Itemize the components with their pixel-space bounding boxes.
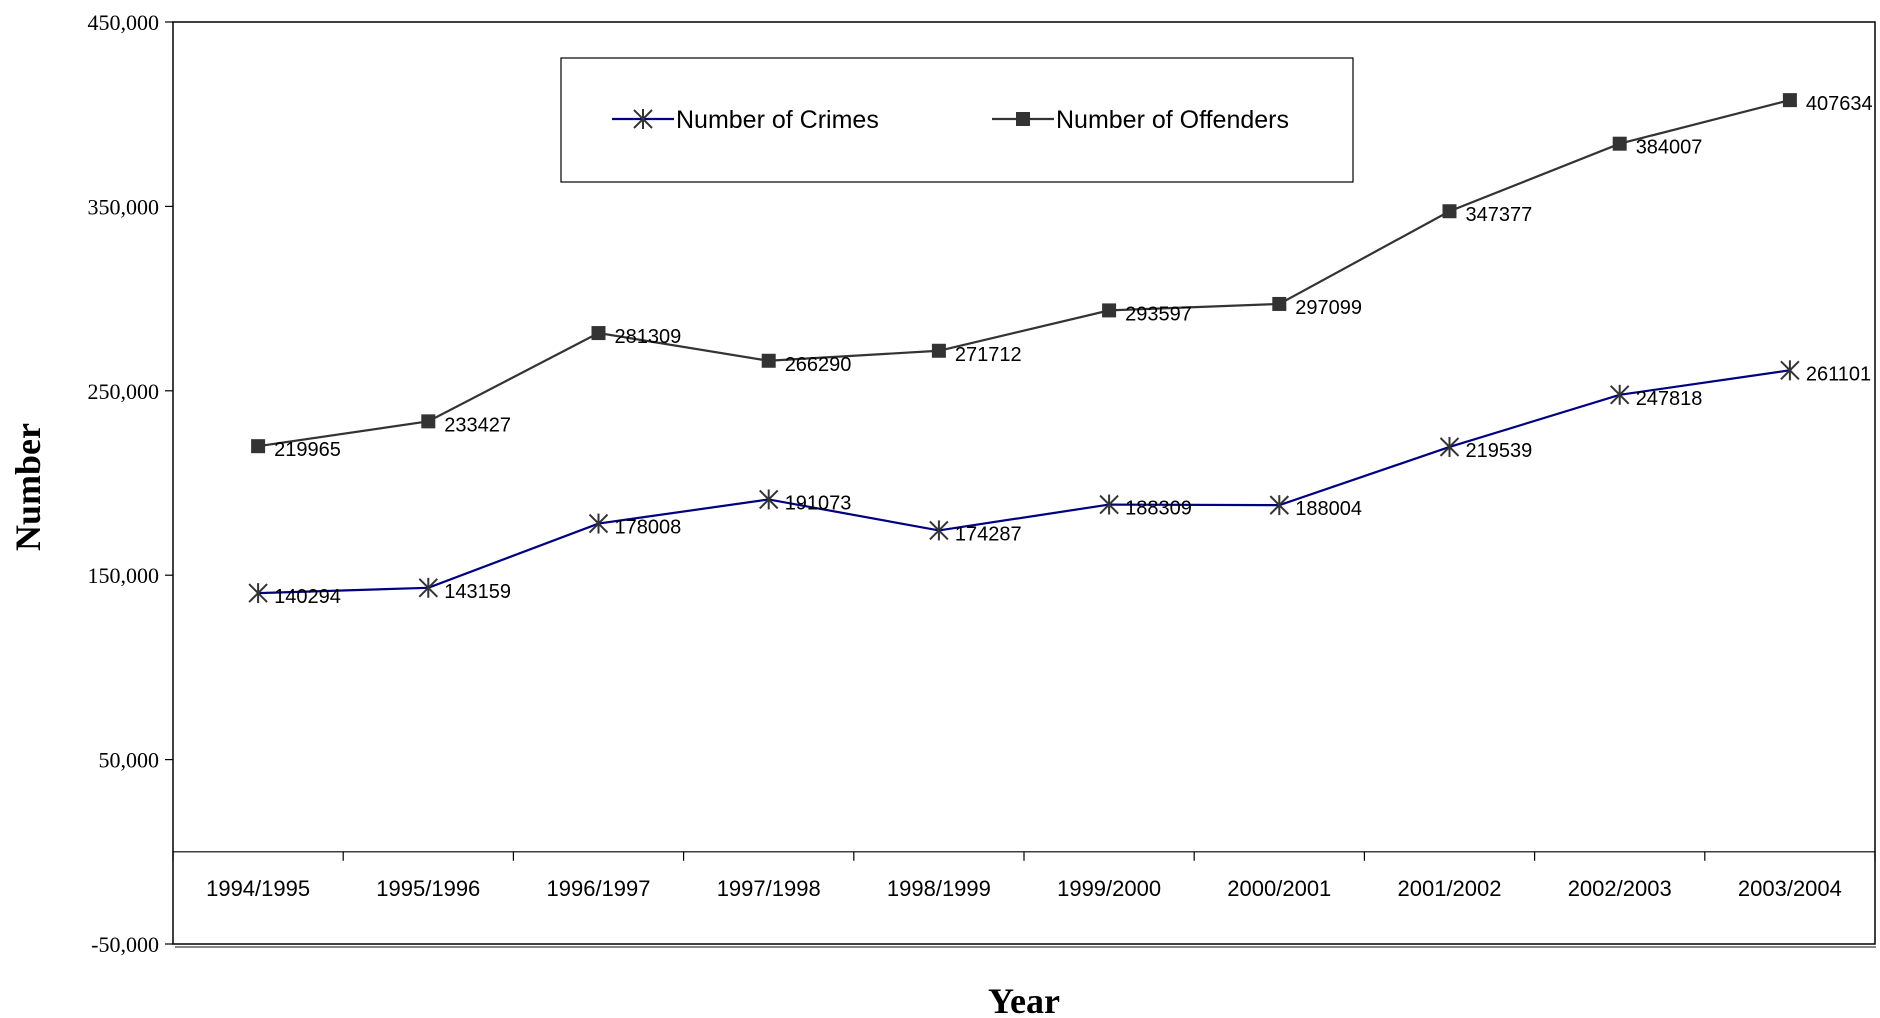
legend-box <box>560 57 1354 183</box>
legend-marker <box>633 109 653 129</box>
legend-items: Number of Crimes Number of Offenders <box>612 106 1289 134</box>
x-tick-label: 1997/1998 <box>717 876 821 901</box>
series-line-number-of-crimes <box>258 369 1791 595</box>
x-tick-label: 2002/2003 <box>1568 876 1672 901</box>
data-label-number-of-offenders: 233427 <box>444 414 511 436</box>
data-point-number-of-crimes <box>418 577 439 598</box>
x-tick-label: 1995/1996 <box>376 876 480 901</box>
y-axis: -50,000 50,000 150,000 250,000 350,000 450,00… <box>88 10 173 957</box>
series-line-number-of-offenders <box>257 99 1791 448</box>
data-point-number-of-crimes <box>1269 495 1290 516</box>
data-label-number-of-offenders: 384007 <box>1636 137 1703 159</box>
data-label-number-of-offenders: 219965 <box>274 439 341 461</box>
data-label-number-of-offenders: 293597 <box>1125 303 1192 325</box>
series-layer <box>248 93 1800 604</box>
y-axis-title: Number <box>8 423 48 551</box>
data-labels-layer: 140294 143159 178008 191073 174287 188309 1880… <box>274 93 1873 608</box>
data-point-number-of-offenders <box>1782 93 1797 108</box>
data-point-number-of-crimes <box>248 583 268 604</box>
data-point-number-of-crimes <box>758 489 779 510</box>
data-label-number-of-crimes: 178008 <box>615 517 682 539</box>
y-tick-label: 450,000 <box>88 10 160 35</box>
data-point-number-of-offenders <box>251 439 266 454</box>
data-point-number-of-offenders <box>1442 204 1457 219</box>
data-point-number-of-crimes <box>1099 494 1119 515</box>
data-label-number-of-offenders: 407634 <box>1806 93 1873 115</box>
data-point-number-of-crimes <box>929 520 949 541</box>
legend-label: Number of Crimes <box>676 106 879 134</box>
x-tick-label: 1994/1995 <box>206 876 310 901</box>
data-point-number-of-offenders <box>1102 303 1117 318</box>
data-label-number-of-offenders: 271712 <box>955 344 1022 366</box>
y-tick-label: 250,000 <box>88 379 160 404</box>
data-label-number-of-crimes: 247818 <box>1636 388 1703 410</box>
y-tick-label: 350,000 <box>88 194 160 219</box>
y-tick-label: 150,000 <box>88 563 160 588</box>
data-label-number-of-crimes: 188004 <box>1295 498 1362 520</box>
data-label-number-of-crimes: 140294 <box>274 586 341 608</box>
legend-item-number-of-crimes: Number of Crimes <box>612 106 879 134</box>
data-point-number-of-crimes <box>1780 360 1800 381</box>
x-tick-label: 1998/1999 <box>887 876 991 901</box>
data-label-number-of-crimes: 174287 <box>955 523 1022 545</box>
data-label-number-of-crimes: 143159 <box>444 581 511 603</box>
x-tick-label: 1999/2000 <box>1057 876 1161 901</box>
legend-label: Number of Offenders <box>1056 106 1289 134</box>
x-axis-title: Year <box>988 981 1060 1018</box>
data-point-number-of-offenders <box>761 353 776 368</box>
legend: Number of Crimes Number of Offenders <box>560 57 1354 183</box>
data-label-number-of-offenders: 297099 <box>1295 297 1362 319</box>
y-tick-label: 50,000 <box>99 748 160 773</box>
data-label-number-of-crimes: 191073 <box>785 492 852 514</box>
x-tick-label: 1996/1997 <box>547 876 651 901</box>
data-point-number-of-crimes <box>1609 384 1630 405</box>
data-label-number-of-crimes: 261101 <box>1806 363 1871 385</box>
x-tick-label: 2003/2004 <box>1738 876 1842 901</box>
data-label-number-of-crimes: 188309 <box>1125 498 1192 520</box>
data-label-number-of-offenders: 266290 <box>785 354 852 376</box>
legend-item-number-of-offenders: Number of Offenders <box>992 106 1289 134</box>
data-point-number-of-crimes <box>588 513 609 534</box>
legend-marker <box>1016 112 1030 126</box>
data-point-number-of-offenders <box>421 414 436 429</box>
data-label-number-of-offenders: 281309 <box>615 326 682 348</box>
data-point-number-of-offenders <box>1272 296 1287 311</box>
data-point-number-of-crimes <box>1439 436 1460 457</box>
data-point-number-of-offenders <box>1612 136 1627 151</box>
x-tick-label: 2001/2002 <box>1398 876 1502 901</box>
x-axis: 1994/1995 1995/1996 1996/1997 1997/1998 1998… <box>172 851 1876 901</box>
x-tick-label: 2000/2001 <box>1227 876 1331 901</box>
y-tick-label: -50,000 <box>91 932 159 957</box>
data-label-number-of-crimes: 219539 <box>1466 440 1533 462</box>
data-label-number-of-offenders: 347377 <box>1466 204 1533 226</box>
data-point-number-of-offenders <box>591 326 606 341</box>
data-point-number-of-offenders <box>931 343 946 358</box>
